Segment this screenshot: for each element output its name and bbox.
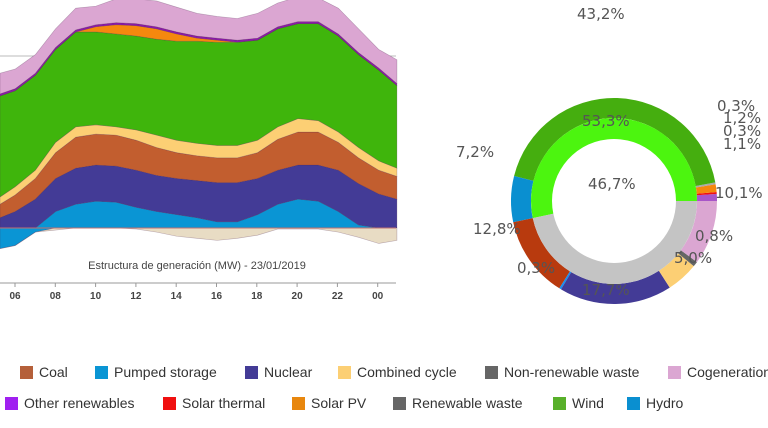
- legend-item[interactable]: Coal: [20, 364, 68, 380]
- chart-title: Estructura de generación (MW) - 23/01/20…: [88, 260, 306, 272]
- outer-wind-slice: [514, 97, 716, 186]
- legend-label: Pumped storage: [114, 364, 217, 380]
- legend-label: Other renewables: [24, 395, 135, 411]
- legend-swatch: [5, 396, 18, 410]
- slice-label-non_renewable: 46,7%: [588, 175, 636, 193]
- slice-label-pumped_storage: 0,3%: [517, 259, 556, 277]
- legend-swatch: [292, 396, 305, 410]
- legend-swatch: [393, 396, 406, 410]
- x-tick-label: 20: [292, 291, 304, 302]
- x-tick-label: 16: [211, 291, 223, 302]
- legend-swatch: [553, 396, 566, 410]
- slice-label-renewable_waste: 0,3%: [717, 97, 756, 115]
- slice-label-combined_cycle: 5,0%: [674, 249, 713, 267]
- x-tick-label: 22: [332, 291, 344, 302]
- slice-label-solar_pv: 1,2%: [723, 109, 762, 127]
- legend-item[interactable]: Pumped storage: [95, 364, 217, 380]
- legend-item[interactable]: Wind: [553, 395, 604, 411]
- legend-item[interactable]: Solar PV: [292, 395, 366, 411]
- slice-label-renewable: 53,3%: [582, 112, 630, 130]
- outer-cogeneration-slice: [680, 201, 718, 263]
- outer-coal-slice: [513, 218, 570, 289]
- legend-item[interactable]: Other renewables: [5, 395, 135, 411]
- outer-non_renewable_waste-slice: [678, 250, 697, 267]
- legend-label: Renewable waste: [412, 395, 523, 411]
- x-tick-label: 14: [171, 291, 183, 302]
- x-tick-label: 08: [50, 291, 62, 302]
- outer-combined_cycle-slice: [658, 253, 694, 288]
- legend-label: Coal: [39, 364, 68, 380]
- x-tick-label: 06: [9, 291, 21, 302]
- legend-swatch: [163, 396, 176, 410]
- legend-swatch: [668, 365, 681, 379]
- legend-item[interactable]: Hydro: [627, 395, 683, 411]
- slice-label-other_renewables: 1,1%: [723, 135, 762, 153]
- generation-donut-chart: [511, 97, 718, 304]
- outer-nuclear-slice: [561, 270, 670, 304]
- legend-item[interactable]: Solar thermal: [163, 395, 265, 411]
- legend-label: Cogeneration: [687, 364, 768, 380]
- slice-label-hydro: 7,2%: [456, 143, 495, 161]
- x-tick-label: 10: [90, 291, 102, 302]
- outer-solar_pv-slice: [695, 184, 717, 194]
- slice-label-non_renewable_waste: 0,8%: [695, 227, 734, 245]
- slice-label-cogeneration: 10,1%: [715, 184, 763, 202]
- legend-swatch: [95, 365, 108, 379]
- legend-swatch: [485, 365, 498, 379]
- x-tick-label: 12: [130, 291, 142, 302]
- slice-label-solar_thermal: 0,3%: [723, 122, 762, 140]
- legend-label: Solar PV: [311, 395, 367, 411]
- legend-label: Combined cycle: [357, 364, 457, 380]
- legend-label: Solar thermal: [182, 395, 266, 411]
- legend-label: Nuclear: [264, 364, 313, 380]
- slice-label-nuclear: 17,7%: [582, 281, 630, 299]
- legend-item[interactable]: Combined cycle: [338, 364, 457, 380]
- legend-item[interactable]: Non-renewable waste: [485, 364, 639, 380]
- legend-label: Non-renewable waste: [504, 364, 640, 380]
- x-tick-label: 18: [251, 291, 263, 302]
- legend-swatch: [627, 396, 640, 410]
- legend-swatch: [338, 365, 351, 379]
- x-tick-label: 00: [372, 291, 384, 302]
- legend-item[interactable]: Nuclear: [245, 364, 312, 380]
- inner-non_renewable-slice: [532, 201, 697, 284]
- slice-label-wind: 43,2%: [577, 5, 625, 23]
- outer-other_renewables-slice: [696, 193, 718, 201]
- legend-label: Hydro: [646, 395, 684, 411]
- legend-item[interactable]: Renewable waste: [393, 395, 523, 411]
- cogeneration-area: [0, 0, 398, 95]
- inner-renewable-slice: [530, 117, 697, 219]
- legend-swatch: [245, 365, 258, 379]
- legend-label: Wind: [572, 395, 604, 411]
- outer-pumped_storage-slice: [559, 271, 572, 290]
- legend-item[interactable]: Cogeneration: [668, 364, 768, 380]
- slice-label-coal: 12,8%: [473, 220, 521, 238]
- generation-area-chart: Estructura de generación (MW) - 23/01/20…: [0, 0, 398, 302]
- legend-swatch: [20, 365, 33, 379]
- outer-hydro-slice: [511, 176, 534, 223]
- outer-solar_thermal-slice: [696, 191, 717, 196]
- outer-renewable_waste-slice: [695, 182, 716, 188]
